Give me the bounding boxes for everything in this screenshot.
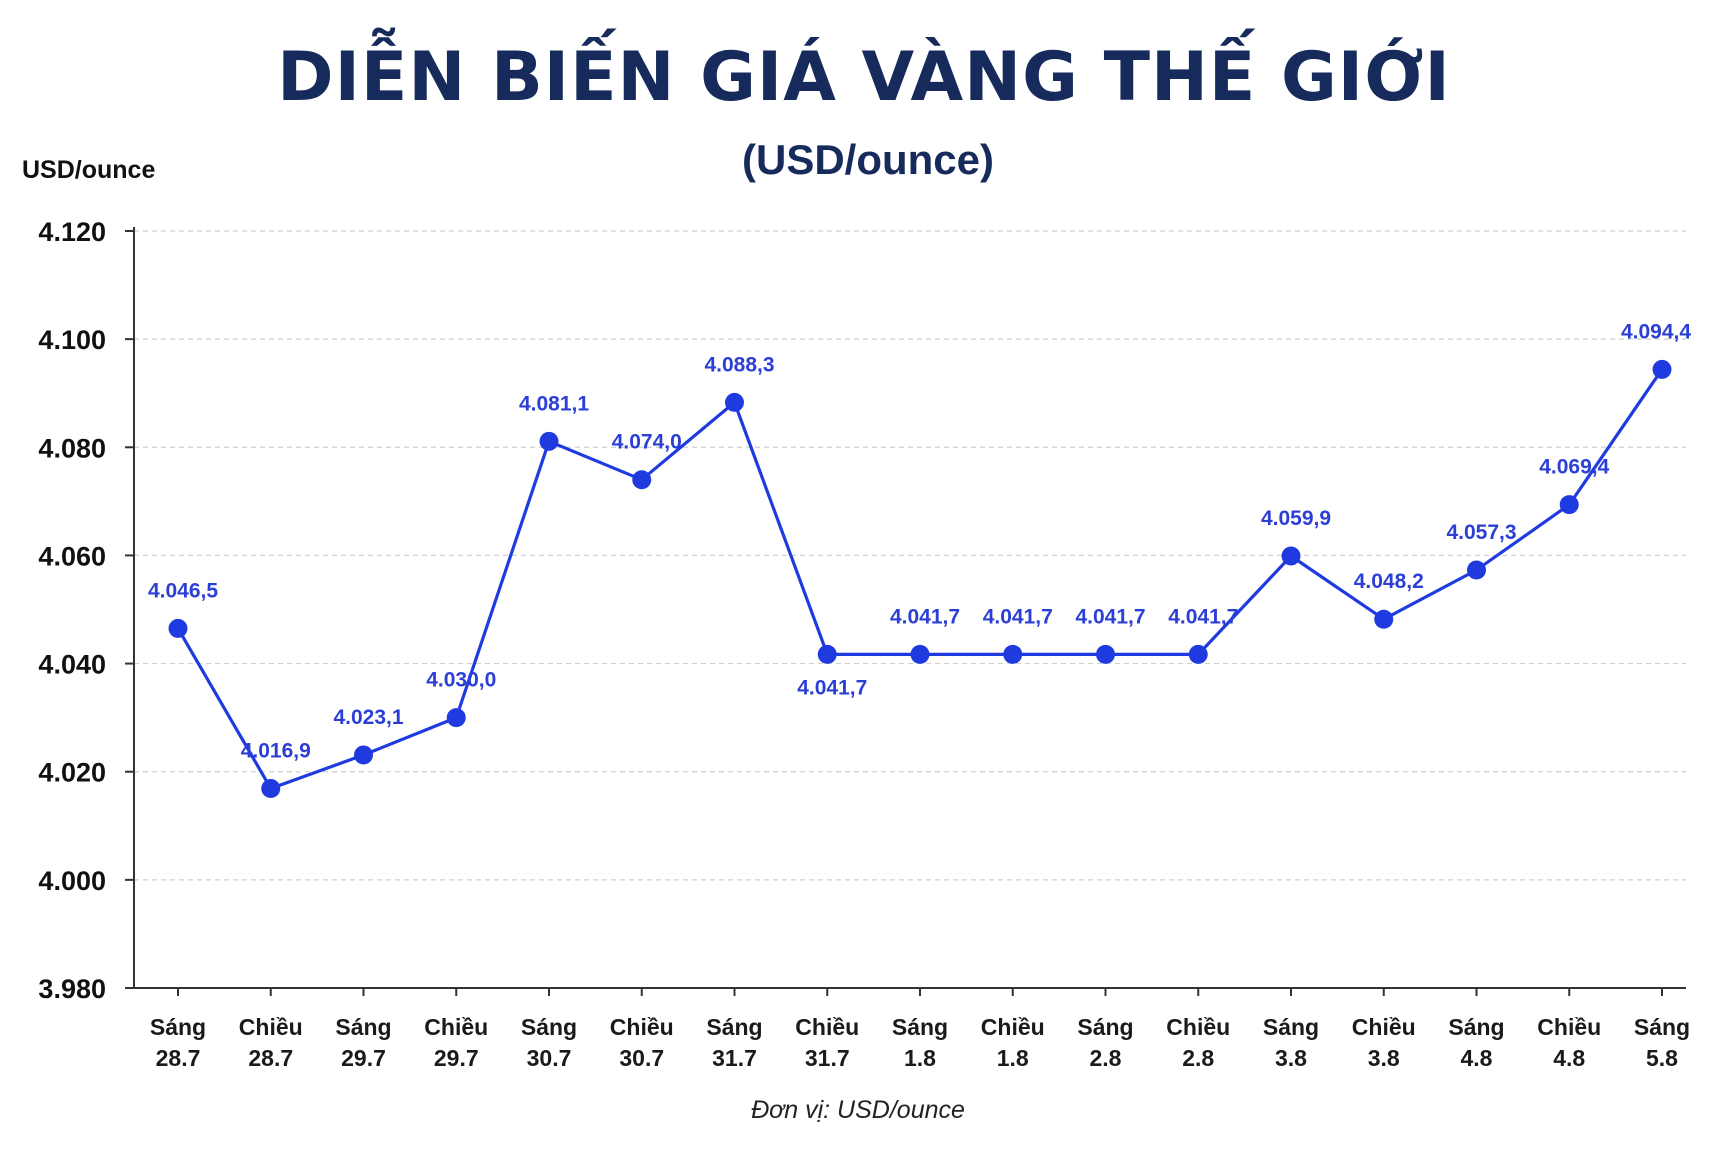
x-tick-label-date: 28.7 — [248, 1045, 293, 1071]
unit-footnote: Đơn vị: USD/ounce — [751, 1096, 965, 1124]
data-point — [1096, 644, 1115, 664]
x-tick-label-date: 4.8 — [1553, 1045, 1585, 1071]
x-tick-label-date: 30.7 — [527, 1045, 572, 1071]
chart-title: DIỄN BIẾN GIÁ VÀNG THẾ GIỚI — [277, 38, 1451, 117]
data-label: 4.041,7 — [1075, 605, 1145, 628]
data-point — [446, 708, 466, 728]
data-label: 4.041,7 — [983, 605, 1053, 628]
data-label: 4.088,3 — [704, 353, 774, 376]
data-point — [168, 618, 188, 638]
x-tick-label-session: Sáng — [1077, 1014, 1133, 1040]
axes — [125, 227, 1686, 996]
x-tick-label-session: Chiều — [610, 1014, 674, 1040]
x-tick-label-date: 30.7 — [619, 1045, 664, 1071]
data-point — [539, 431, 559, 451]
data-label: 4.048,2 — [1354, 570, 1424, 593]
x-tick-label-session: Chiều — [239, 1014, 303, 1040]
x-tick-label-date: 3.8 — [1368, 1045, 1400, 1071]
data-point — [1281, 546, 1301, 566]
x-tick-label-date: 3.8 — [1275, 1045, 1307, 1071]
x-tick-label-session: Sáng — [335, 1014, 391, 1040]
y-tick-label: 4.080 — [38, 433, 106, 463]
x-tick-label-date: 31.7 — [805, 1045, 850, 1071]
data-point — [1652, 359, 1672, 379]
data-label: 4.041,7 — [797, 676, 867, 699]
y-tick-labels: 3.980 4.000 4.020 4.040 4.060 4.080 4.100 4.120 — [38, 217, 106, 1004]
data-label: 4.057,3 — [1446, 521, 1516, 544]
y-tick-label: 4.060 — [38, 541, 106, 571]
x-tick-label-session: Sáng — [706, 1014, 762, 1040]
chart-subtitle: (USD/ounce) — [742, 136, 994, 183]
data-point — [1467, 560, 1486, 580]
y-tick-label: 4.120 — [38, 217, 106, 247]
data-point — [1188, 644, 1208, 664]
x-tick-label-session: Chiều — [1352, 1014, 1416, 1040]
data-label: 4.046,5 — [148, 579, 218, 602]
data-point — [817, 644, 837, 664]
data-label: 4.016,9 — [241, 739, 311, 762]
data-point — [261, 778, 281, 798]
data-label: 4.069,4 — [1539, 456, 1609, 479]
x-tick-label-date: 2.8 — [1090, 1045, 1122, 1071]
data-labels: 4.046,5 4.016,9 4.023,1 4.030,0 4.081,1 4.074… — [148, 320, 1691, 762]
y-axis-unit-label: USD/ounce — [22, 156, 156, 184]
data-point — [1559, 495, 1579, 515]
data-label: 4.030,0 — [426, 669, 496, 692]
data-point — [632, 470, 652, 490]
x-tick-label-date: 1.8 — [904, 1045, 936, 1071]
x-tick-label-date: 29.7 — [434, 1045, 479, 1071]
y-tick-label: 4.100 — [38, 325, 106, 355]
gridlines — [134, 230, 1686, 881]
x-tick-label-date: 31.7 — [712, 1045, 757, 1071]
x-tick-label-session: Sáng — [1448, 1014, 1504, 1040]
data-point — [354, 745, 373, 765]
x-tick-label-session: Sáng — [521, 1014, 577, 1040]
y-tick-label: 4.040 — [38, 650, 106, 680]
x-tick-label-date: 4.8 — [1461, 1045, 1493, 1071]
data-point — [725, 392, 744, 412]
data-point — [910, 644, 930, 664]
data-label: 4.094,4 — [1621, 320, 1691, 343]
data-label: 4.081,1 — [519, 392, 589, 415]
y-tick-label: 3.980 — [38, 974, 106, 1004]
data-label: 4.023,1 — [333, 706, 403, 729]
x-tick-label-date: 5.8 — [1646, 1045, 1678, 1071]
x-tick-label-session: Chiều — [981, 1014, 1045, 1040]
x-tick-label-session: Sáng — [150, 1014, 206, 1040]
x-tick-label-session: Sáng — [1634, 1014, 1690, 1040]
x-tick-label-session: Chiều — [1537, 1014, 1601, 1040]
x-tick-label-date: 2.8 — [1182, 1045, 1214, 1071]
data-label: 4.074,0 — [612, 431, 682, 454]
data-label: 4.059,9 — [1261, 507, 1331, 530]
x-tick-label-date: 29.7 — [341, 1045, 386, 1071]
series-price — [168, 359, 1672, 798]
x-tick-label-session: Chiều — [424, 1014, 488, 1040]
x-tick-label-session: Sáng — [892, 1014, 948, 1040]
y-tick-label: 4.000 — [38, 866, 106, 896]
x-tick-label-session: Chiều — [795, 1014, 859, 1040]
data-point — [1374, 609, 1394, 629]
data-point — [1003, 644, 1023, 664]
x-tick-labels: Sáng 28.7 Chiều 28.7 Sáng 29.7 Chiều 29.7 Sáng 30… — [150, 1014, 1690, 1071]
data-label: 4.041,7 — [890, 605, 960, 628]
x-tick-label-date: 1.8 — [997, 1045, 1029, 1071]
data-label: 4.041,7 — [1168, 605, 1238, 628]
x-tick-label-session: Sáng — [1263, 1014, 1319, 1040]
x-tick-label-session: Chiều — [1166, 1014, 1230, 1040]
y-tick-label: 4.020 — [38, 758, 106, 788]
x-tick-label-date: 28.7 — [156, 1045, 201, 1071]
